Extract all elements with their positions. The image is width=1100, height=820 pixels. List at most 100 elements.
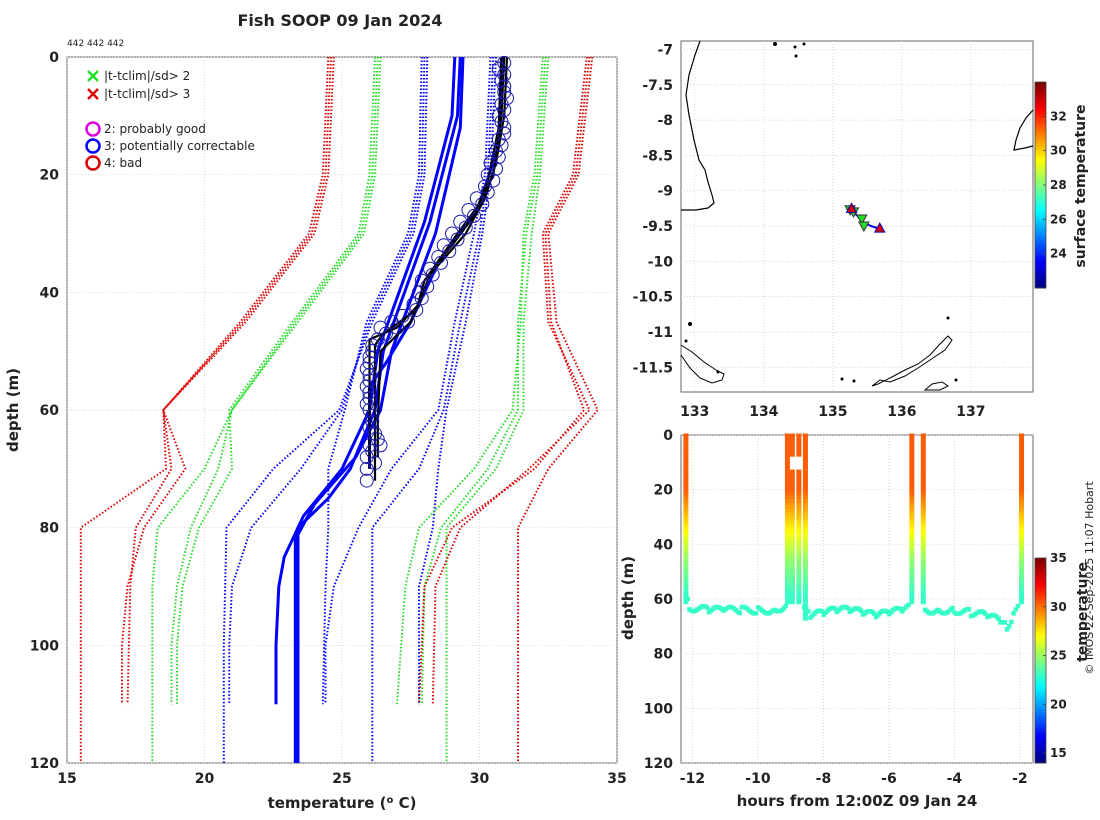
colorbar-tick-label: 30 [1050, 144, 1067, 158]
ts-cast-sample [796, 590, 802, 595]
ts-cast-sample [784, 548, 790, 552]
ts-cast-sample [796, 489, 802, 493]
coastline [680, 40, 1034, 391]
colorbar-segment [1035, 201, 1046, 205]
ts-cast-sample [784, 512, 790, 516]
colorbar-segment [1035, 191, 1046, 196]
colorbar-segment [1035, 82, 1046, 86]
timeseries-axes-frame [680, 434, 1034, 764]
ts-cast-sample [909, 594, 915, 598]
ts-cast-sample [802, 508, 808, 513]
ts-xtick-label: -10 [745, 771, 771, 787]
ts-cast-sample [789, 548, 795, 552]
colorbar-segment [1035, 689, 1046, 694]
climatology-line-red-right-a [418, 56, 591, 705]
ts-cast-sample [909, 538, 915, 542]
colorbar-tick-label: 24 [1050, 247, 1067, 261]
ts-cast-sample [802, 449, 808, 454]
colorbar-segment [1035, 162, 1046, 167]
profile-xtick-label: 30 [470, 771, 490, 787]
ts-cast-sample [683, 456, 689, 460]
ts-cast-sample [789, 443, 795, 447]
ts-cast-sample [802, 558, 808, 562]
ts-cast-sample [789, 449, 795, 454]
ts-cast-sample [920, 508, 926, 513]
colorbar-segment [1035, 558, 1046, 562]
ts-cast-sample [784, 456, 790, 460]
ts-cast-sample [802, 617, 808, 621]
ts-cast-sample [796, 577, 802, 582]
ts-cast-sample [796, 485, 802, 490]
climatology-line-red-left-b [79, 56, 335, 763]
ts-cast-sample [909, 440, 915, 444]
colorbar-segment [1035, 698, 1046, 703]
ts-cast-sample [796, 564, 802, 569]
ts-cast-sample [789, 436, 795, 441]
profile-ytick-label: 0 [49, 50, 59, 66]
ts-bottom-sample [996, 616, 1001, 622]
colorbar-segment [1035, 692, 1046, 697]
ts-cast-sample [796, 594, 802, 598]
colorbar-segment [1035, 673, 1046, 678]
ts-cast-sample [683, 508, 689, 513]
ts-cast-sample [1019, 594, 1025, 598]
ts-cast-sample [683, 446, 689, 451]
colorbar-segment [1035, 714, 1046, 719]
legend-label: 4: bad [104, 156, 142, 170]
ts-cast-sample [909, 446, 915, 451]
ts-cast-sample [789, 558, 795, 562]
ts-cast-sample [789, 440, 795, 444]
ts-cast-sample [802, 479, 808, 483]
ts-cast-sample [920, 600, 926, 605]
colorbar-segment [1035, 275, 1046, 279]
ts-cast-sample [784, 446, 790, 451]
climatology-line-red-right-c [431, 56, 591, 705]
profile-line-blue-a [296, 56, 462, 763]
ts-bottom-sample [983, 611, 988, 616]
flagged-point-marker [390, 320, 404, 335]
colorbar-segment [1035, 207, 1046, 212]
ts-cast-sample [796, 558, 802, 562]
ts-cast-sample [909, 535, 915, 539]
ts-cast-sample [909, 459, 915, 464]
ts-cast-sample [1019, 446, 1025, 451]
ts-cast-sample [1019, 482, 1025, 487]
colorbar-segment [1035, 599, 1046, 604]
ts-cast-sample [796, 584, 802, 588]
ts-cast-sample [796, 531, 802, 536]
ts-cast-sample [802, 545, 808, 549]
colorbar-segment [1035, 259, 1046, 263]
flagged-point-marker [478, 179, 492, 194]
legend-x-marker [87, 70, 99, 82]
ts-cast-sample [1019, 508, 1025, 513]
ts-cast-sample [909, 571, 915, 575]
flagged-point-marker [359, 397, 374, 412]
map-ytick-label: -7 [657, 42, 673, 58]
climatology-line-green-right-a [420, 56, 547, 705]
ts-cast-sample [802, 590, 808, 595]
colorbar-segment [1035, 188, 1046, 192]
ts-cast-sample [802, 512, 808, 516]
colorbar-segment [1035, 705, 1046, 710]
ts-cast-sample [1019, 433, 1025, 437]
colorbar-segment [1035, 676, 1046, 681]
ts-cast-sample [789, 561, 795, 565]
map-ytick-label: -11 [648, 325, 673, 341]
ts-cast-sample [802, 581, 808, 585]
map-ytick-label: -10 [648, 254, 674, 270]
ts-cast-sample [909, 541, 915, 546]
ts-cast-sample [789, 508, 795, 513]
colorbar-segment [1035, 85, 1046, 89]
ts-cast-sample [802, 440, 808, 444]
ts-cast-sample [802, 459, 808, 464]
ts-cast-sample [909, 505, 915, 510]
profile-ytick-label: 80 [40, 521, 60, 537]
flagged-point-marker [436, 238, 451, 253]
ts-cast-sample [784, 571, 790, 575]
ts-xtick-label: -4 [947, 771, 963, 787]
ts-cast-sample [789, 545, 795, 549]
ts-cast-sample [1019, 456, 1025, 460]
flagged-point-marker [365, 444, 380, 459]
ts-cast-sample [796, 545, 802, 549]
map-ytick-label: -9 [657, 184, 673, 200]
